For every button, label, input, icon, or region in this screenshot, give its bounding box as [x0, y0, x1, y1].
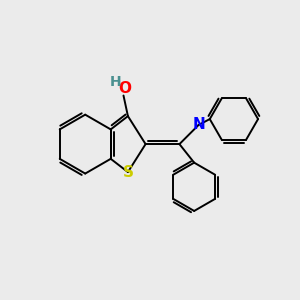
Text: H: H — [110, 75, 121, 89]
Text: S: S — [122, 165, 134, 180]
Text: O: O — [118, 81, 131, 96]
Text: N: N — [192, 118, 205, 133]
